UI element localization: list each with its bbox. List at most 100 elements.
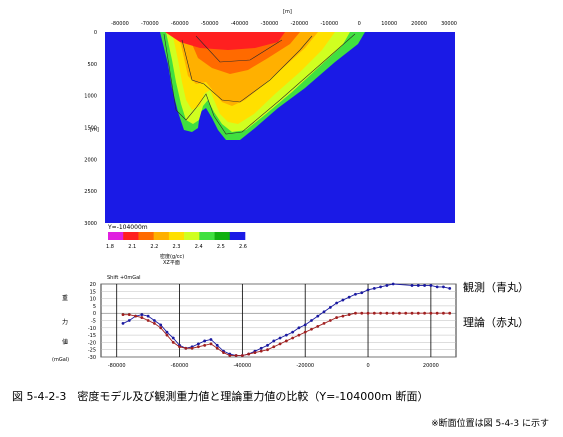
x-tick-label-2: -60000 [171,21,189,27]
series-1-point-7 [165,333,169,337]
series-0-point-34 [335,301,339,305]
series-0-point-8 [171,336,175,340]
series-0-point-43 [391,282,395,286]
colorbar-swatch-0 [108,232,124,240]
series-1-point-50 [435,311,439,315]
series-0-point-23 [266,343,269,347]
series-0-point-37 [354,292,357,296]
colorbar-tick-3: 2.3 [173,244,181,250]
series-1-point-9 [178,345,181,349]
series-0-point-15 [215,343,219,347]
section-subtitle: Y=-104000m [107,224,148,231]
colorbar-tick-2: 2.2 [150,244,158,250]
colorbar-swatch-4 [168,232,185,240]
series-0-point-14 [209,338,213,341]
series-1-point-48 [423,311,426,315]
profile-y-tick-10: -30 [88,355,96,361]
series-0-point-38 [360,291,364,295]
series-1-point-25 [278,342,282,346]
colorbar-tick-5: 2.5 [217,244,225,250]
series-1-point-29 [303,330,307,334]
colorbar-tick-1: 2.1 [128,244,136,250]
series-0-point-4 [146,314,150,318]
x-tick-label-8: 0 [358,21,361,27]
series-1-point-16 [222,351,225,355]
profile-y-tick-4: 0 [93,311,96,317]
series-0-point-0 [121,322,125,325]
legend-theoretical: 理論（赤丸） [463,315,529,329]
series-0-point-39 [366,288,370,292]
colorbar-swatch-8 [229,232,246,240]
x-tick-label-7: -10000 [320,21,338,27]
y-tick-label-2: 1000 [84,94,97,100]
figure-caption: 図 5-4-2-3 密度モデル及び観測重力値と理論重力値の比較（Y=-10400… [12,389,429,403]
series-1-point-22 [259,349,263,353]
ylabel-unit: (mGal) [52,357,69,363]
series-1-point-51 [442,311,445,315]
series-0-point-28 [297,326,301,330]
series-0-point-41 [379,285,383,289]
colorbar-swatch-6 [199,232,215,240]
series-1-point-38 [360,311,364,315]
x-tick-label-11: 30000 [441,21,457,27]
series-1-point-40 [372,311,376,315]
series-1-point-14 [209,342,213,346]
series-0-point-48 [435,285,439,289]
colorbar-label: 密度(g/cc) [160,253,184,260]
colorbar [108,232,246,240]
series-1-point-24 [272,345,276,349]
profile-y-tick-9: -25 [88,348,96,354]
series-1-point-4 [146,319,150,322]
series-0-point-31 [316,314,320,318]
y-tick-label-0: 0 [94,30,97,36]
y-tick-label-4: 2000 [84,157,97,163]
series-1-point-26 [284,339,288,343]
series-0-point-30 [310,319,313,322]
series-0-point-6 [159,323,163,327]
series-1-point-41 [379,311,383,315]
series-1-point-33 [328,319,332,322]
series-0-point-1 [127,319,131,322]
profile-y-tick-7: -15 [88,333,96,339]
profile-x-tick-3: -20000 [296,363,314,369]
series-1-point-27 [291,336,295,340]
series-0-point-26 [284,333,288,337]
plane-label: XZ平面 [163,260,180,266]
colorbar-tick-4: 2.4 [195,244,203,250]
series-0-point-36 [347,295,351,299]
colorbar-tick-6: 2.6 [239,244,247,250]
series-1-point-10 [184,346,188,350]
series-1-point-0 [121,313,125,317]
series-1-point-30 [310,327,313,331]
series-1-point-5 [153,322,156,325]
profile-y-tick-3: 5 [93,304,96,310]
ylabel-char-2: 力 [62,318,68,326]
colorbar-tick-0: 1.8 [106,244,114,250]
series-1-point-12 [196,345,200,349]
series-0-point-50 [448,286,452,290]
series-0-point-33 [328,305,332,309]
series-0-point-7 [165,330,169,334]
series-0-point-32 [322,310,326,314]
series-1-point-19 [240,354,244,357]
series-1-point-15 [215,346,219,350]
series-1-point-17 [228,354,232,357]
gravity-profile-chart: Shift +0mGal 重 力 値 (mGal) 20151050-5-10-… [52,275,529,369]
series-1-point-1 [127,313,131,317]
series-0-point-25 [278,336,282,340]
basin-band-red [165,32,285,50]
colorbar-swatch-5 [184,232,200,240]
x-tick-label-4: -40000 [231,21,249,27]
series-1-point-35 [341,314,345,318]
series-1-point-44 [398,311,401,315]
series-1-point-36 [347,313,351,317]
x-tick-label-10: 20000 [411,21,427,27]
series-0-point-46 [423,284,426,287]
series-0-point-40 [372,286,376,290]
colorbar-swatch-3 [153,232,170,240]
x-unit-label: [m] [283,9,292,15]
series-1-point-47 [416,311,420,315]
density-section-chart: [m] -80000 -70000 -60000 -50000 -40000 -30000… [84,9,457,266]
